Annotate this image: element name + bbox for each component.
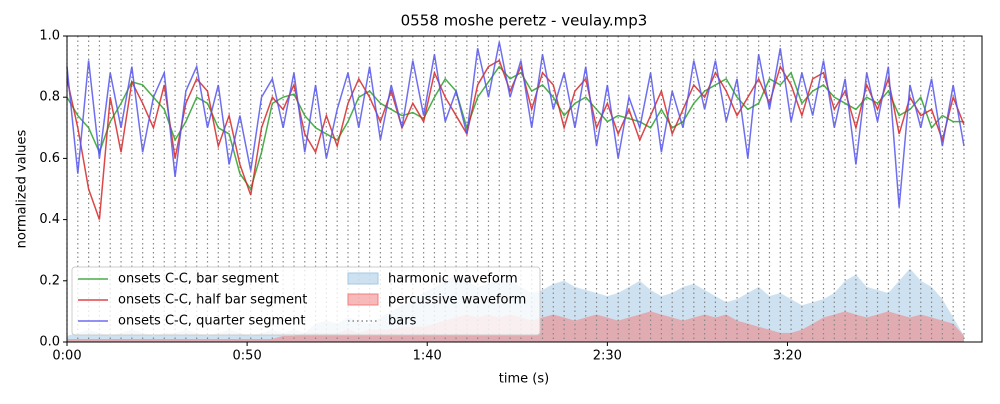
- legend-label: onsets C-C, quarter segment: [118, 314, 305, 329]
- y-tick-label: 0.8: [39, 90, 60, 105]
- legend-handle: [347, 272, 379, 285]
- onset-line: [66, 65, 964, 191]
- legend-label: onsets C-C, half bar segment: [118, 293, 307, 308]
- y-tick-label: 0.2: [39, 273, 60, 288]
- legend-label: percussive waveform: [388, 293, 526, 308]
- chart-title: 0558 moshe peretz - veulay.mp3: [401, 12, 648, 30]
- legend-label: bars: [388, 314, 417, 329]
- y-axis-label: normalized values: [15, 129, 30, 248]
- legend: onsets C-C, bar segment onsets C-C, half …: [71, 266, 541, 336]
- x-tick-label: 3:20: [773, 349, 802, 364]
- x-tick-label: 0:00: [52, 349, 81, 364]
- legend-box: [71, 266, 541, 336]
- onset-line: [66, 41, 965, 208]
- y-tick-label: 1.0: [39, 29, 60, 44]
- x-tick-label: 1:40: [413, 349, 442, 364]
- x-axis-label: time (s): [499, 372, 549, 387]
- y-tick-label: 0.6: [39, 151, 60, 166]
- x-tick-label: 2:30: [593, 349, 622, 364]
- legend-label: onsets C-C, bar segment: [118, 272, 279, 287]
- legend-handle: [347, 293, 379, 306]
- plot-frame: [66, 35, 983, 343]
- legend-label: harmonic waveform: [388, 272, 518, 287]
- y-tick-label: 0.0: [39, 335, 60, 350]
- x-tick-label: 0:50: [233, 349, 262, 364]
- y-tick-label: 0.4: [39, 212, 60, 227]
